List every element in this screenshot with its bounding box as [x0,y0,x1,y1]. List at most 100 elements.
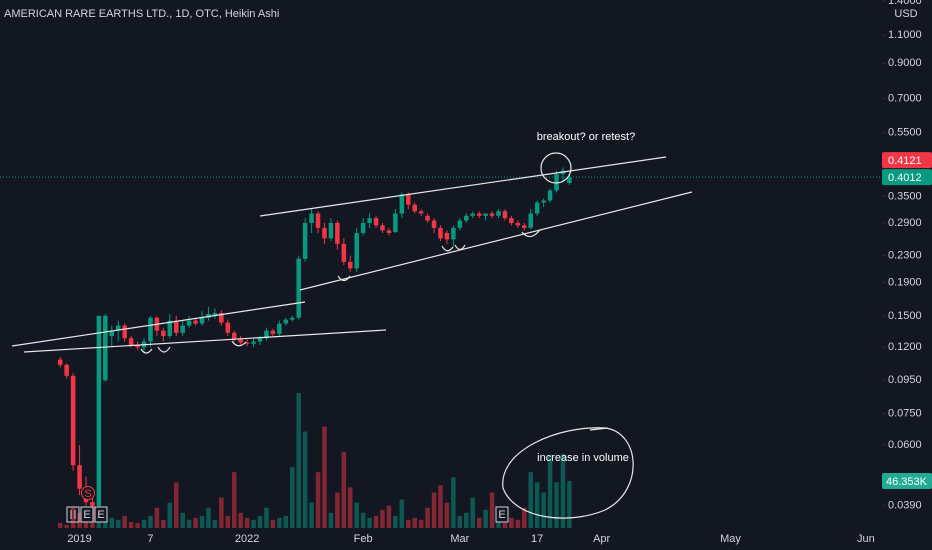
volume-bar [270,519,276,528]
trend-line [11,301,306,347]
volume-bar [57,522,63,528]
volume-bar [567,480,572,528]
volume-bar [83,517,89,528]
candle-body [315,213,321,228]
volume-bar [180,512,185,528]
swing-marks [140,229,541,354]
volume-bar [489,492,495,528]
volume-bar [225,515,231,528]
candle-body [406,194,411,205]
event-icon [80,506,94,523]
volume-bar [412,517,417,528]
volume-bar [122,515,127,528]
y-tick-label: 0.0750 [888,407,922,419]
price-label: 0.4012 [888,172,922,184]
trend-line [23,329,387,353]
candle-body [567,177,572,183]
candle-body [502,211,508,219]
y-tick-label: 0.0390 [888,500,922,512]
currency: USD [894,8,917,20]
price-label-box [882,152,932,169]
candle-body [412,204,417,212]
y-tick-label: 0.5500 [888,127,922,139]
candle-body [354,232,359,269]
volume-bar [476,517,482,528]
volume-bar [231,472,237,528]
x-tick-label: 2019 [67,533,91,545]
candle-body [380,225,385,231]
candle-body [425,215,430,221]
event-icon [81,486,95,500]
x-tick-label: Jun [857,533,875,545]
event-label[interactable]: E [97,509,104,521]
candle-body [264,330,269,339]
candle-body [251,341,256,344]
y-tick-label: 0.1900 [888,276,922,288]
x-tick-label: 2022 [235,533,259,545]
volume-bar [470,497,475,528]
volume-bar [257,515,263,528]
event-label[interactable]: S [84,488,91,500]
candle-body [393,213,398,232]
volume-bar [289,467,295,528]
volume-bar [148,515,153,528]
candle-body [522,225,527,228]
x-tick-label: Apr [593,533,610,545]
volume-bar [115,519,121,528]
candle-body [534,202,540,214]
volume-bar [425,507,430,528]
candle-body [431,220,437,228]
price-label-box [882,169,932,186]
volume-bar [135,522,140,528]
candle-body [438,227,443,239]
volume-bar [173,482,179,528]
candle-body [128,338,134,345]
candle-body [219,313,224,323]
event-label[interactable]: E [83,509,90,521]
volume-bar [386,505,392,528]
volume-bar [219,497,224,528]
volume-bar [464,512,469,528]
volume-bar [277,517,282,528]
candle-body [348,261,353,269]
volume-bar [186,519,192,528]
candle-body [554,174,559,191]
candle-body [322,227,327,239]
volume-label: 46.353K [886,476,928,488]
volume-bar [444,502,450,528]
volume-bar [103,521,108,528]
trend-line [259,156,667,217]
candle-body [341,243,347,262]
candle-body [489,213,495,216]
candle-body [418,211,424,214]
volume-bar [367,517,372,528]
volume-bar [302,431,308,528]
candle-body [296,258,301,318]
candle-body [509,218,514,223]
y-tick-label: 0.0950 [888,374,922,386]
candle-body [148,317,153,342]
candle-body [135,344,140,348]
candle-body [528,213,533,228]
volume-bar [554,482,559,528]
volume-bar [193,517,198,528]
candle-body [115,325,121,331]
event-label[interactable]: E [498,509,505,521]
candle-body [457,220,463,228]
volume-bar [354,502,359,528]
candle-body [309,213,314,223]
candle-body [470,213,475,216]
volume-bar [64,524,69,528]
candle-body [186,320,192,326]
volume-bar [244,517,250,528]
candle-body [367,218,372,223]
x-tick-label: 7 [147,533,153,545]
candle-body [238,339,243,343]
volume-bar [322,426,327,528]
volume-bar [154,507,160,528]
volume-bar [212,519,218,528]
volume-bar [70,507,76,528]
candle-body [335,222,340,244]
volume-bar [238,512,243,528]
